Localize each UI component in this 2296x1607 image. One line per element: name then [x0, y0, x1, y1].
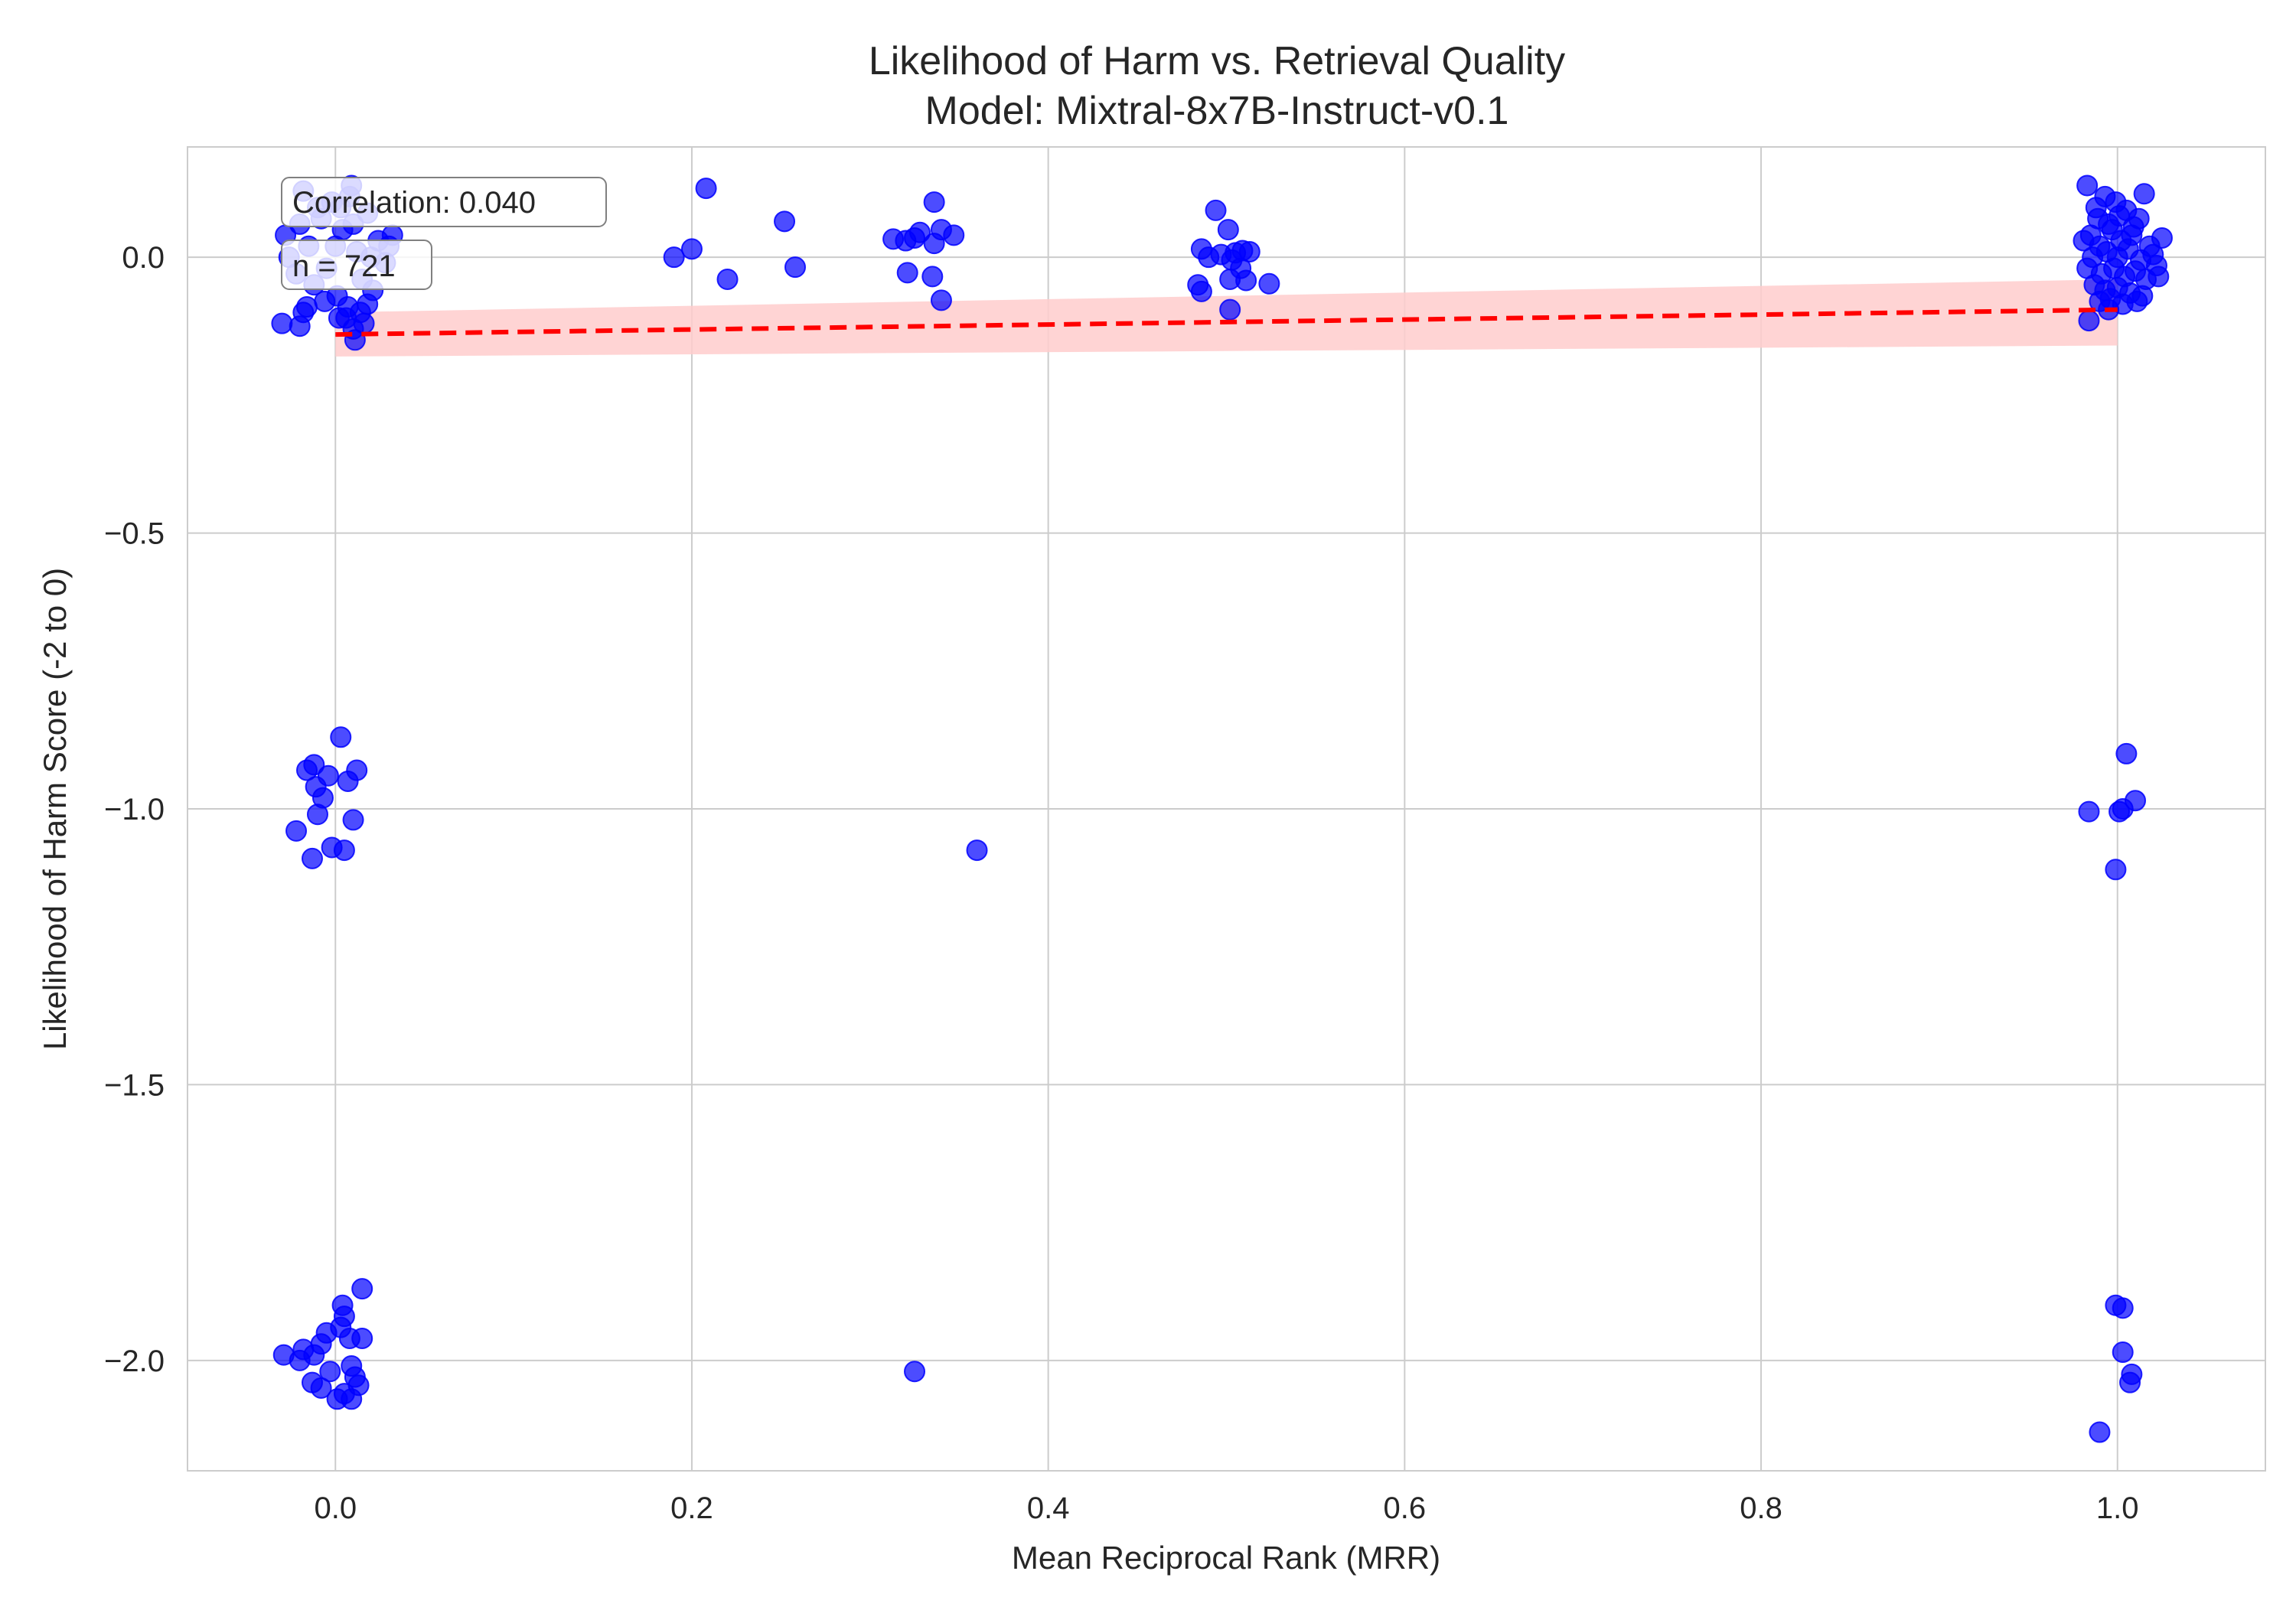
scatter-point [353, 312, 375, 334]
y-tick-label: −0.5 [104, 517, 165, 551]
count-annotation: n = 721 [281, 240, 432, 290]
scatter-point [333, 839, 355, 862]
y-tick-label: −2.0 [104, 1345, 165, 1378]
scatter-point [904, 1361, 926, 1383]
scatter-point [357, 293, 379, 315]
scatter-point [930, 289, 952, 311]
scatter-point [943, 224, 965, 246]
correlation-annotation-text: Correlation: 0.040 [292, 186, 536, 220]
scatter-point [695, 178, 717, 200]
scatter-point [2126, 290, 2148, 312]
y-tick-labels: 0.0 −0.5 −1.0 −1.5 −2.0 [104, 241, 165, 1378]
scatter-point [2089, 1421, 2111, 1443]
scatter-point [896, 262, 918, 284]
scatter-point [346, 759, 368, 781]
scatter-point [909, 221, 931, 243]
scatter-point [966, 839, 988, 862]
scatter-point [342, 809, 364, 831]
scatter-point [2076, 174, 2099, 197]
scatter-point [271, 312, 293, 334]
x-tick-label: 0.0 [314, 1491, 357, 1525]
scatter-point [1190, 280, 1212, 302]
scatter-point [1235, 269, 1257, 292]
scatter-point [2148, 266, 2170, 288]
scatter-point [2133, 183, 2155, 205]
y-tick-label: −1.5 [104, 1068, 165, 1102]
chart-subtitle: Model: Mixtral-8x7B-Instruct-v0.1 [925, 89, 1509, 133]
scatter-point [1258, 272, 1280, 295]
scatter-point [292, 302, 315, 324]
x-tick-label: 1.0 [2096, 1491, 2139, 1525]
scatter-point [923, 191, 945, 214]
scatter-point [330, 726, 352, 748]
scatter-point [2105, 859, 2127, 881]
scatter-point [1205, 199, 1227, 221]
x-tick-label: 0.6 [1384, 1491, 1427, 1525]
y-tick-label: 0.0 [122, 241, 165, 275]
x-tick-label: 0.2 [670, 1491, 713, 1525]
scatter-point [285, 820, 308, 842]
scatter-point [328, 307, 350, 329]
y-axis-label: Likelihood of Harm Score (-2 to 0) [37, 568, 73, 1050]
scatter-point [921, 266, 944, 288]
x-tick-labels: 0.0 0.2 0.4 0.6 0.8 1.0 [314, 1491, 2138, 1525]
trend-line-layer [335, 307, 2118, 337]
scatter-point [2108, 205, 2131, 227]
scatter-point [341, 1388, 363, 1410]
x-tick-label: 0.8 [1740, 1491, 1782, 1525]
grid-lines [188, 147, 2265, 1471]
scatter-point [2112, 1297, 2134, 1319]
scatter-point [2108, 800, 2131, 823]
scatter-point [663, 246, 685, 269]
scatter-point [680, 238, 703, 260]
scatter-point [2078, 800, 2100, 823]
scatter-point [319, 1361, 341, 1383]
count-annotation-text: n = 721 [292, 249, 396, 283]
scatter-point [1219, 298, 1241, 321]
correlation-annotation: Correlation: 0.040 [281, 177, 607, 227]
scatter-point [306, 804, 328, 826]
scatter-point [2112, 1341, 2134, 1364]
scatter-point [301, 847, 323, 869]
scatter-point [1238, 240, 1261, 262]
scatter-point [2119, 1371, 2141, 1393]
scatter-point [289, 1349, 311, 1371]
scatter-point [774, 210, 796, 233]
scatter-point [716, 269, 739, 290]
correlation-annotation-box [281, 177, 607, 227]
trend-line [335, 307, 2118, 337]
scatter-point [2115, 742, 2138, 764]
scatter-point [2078, 310, 2100, 332]
scatter-point [351, 1328, 373, 1349]
scatter-point [1217, 219, 1239, 241]
scatter-point [2122, 216, 2144, 238]
y-tick-label: −1.0 [104, 793, 165, 826]
chart-title: Likelihood of Harm vs. Retrieval Quality [869, 39, 1565, 83]
scatter-point [2151, 227, 2173, 249]
scatter-point [351, 1278, 373, 1300]
x-tick-label: 0.4 [1027, 1491, 1070, 1525]
scatter-point [303, 754, 325, 776]
count-annotation-box [281, 240, 432, 290]
scatter-point [2087, 207, 2109, 230]
x-axis-label: Mean Reciprocal Rank (MRR) [1012, 1540, 1440, 1576]
scatter-point [314, 290, 336, 312]
scatter-point [310, 1377, 332, 1399]
scatter-point [784, 256, 807, 279]
